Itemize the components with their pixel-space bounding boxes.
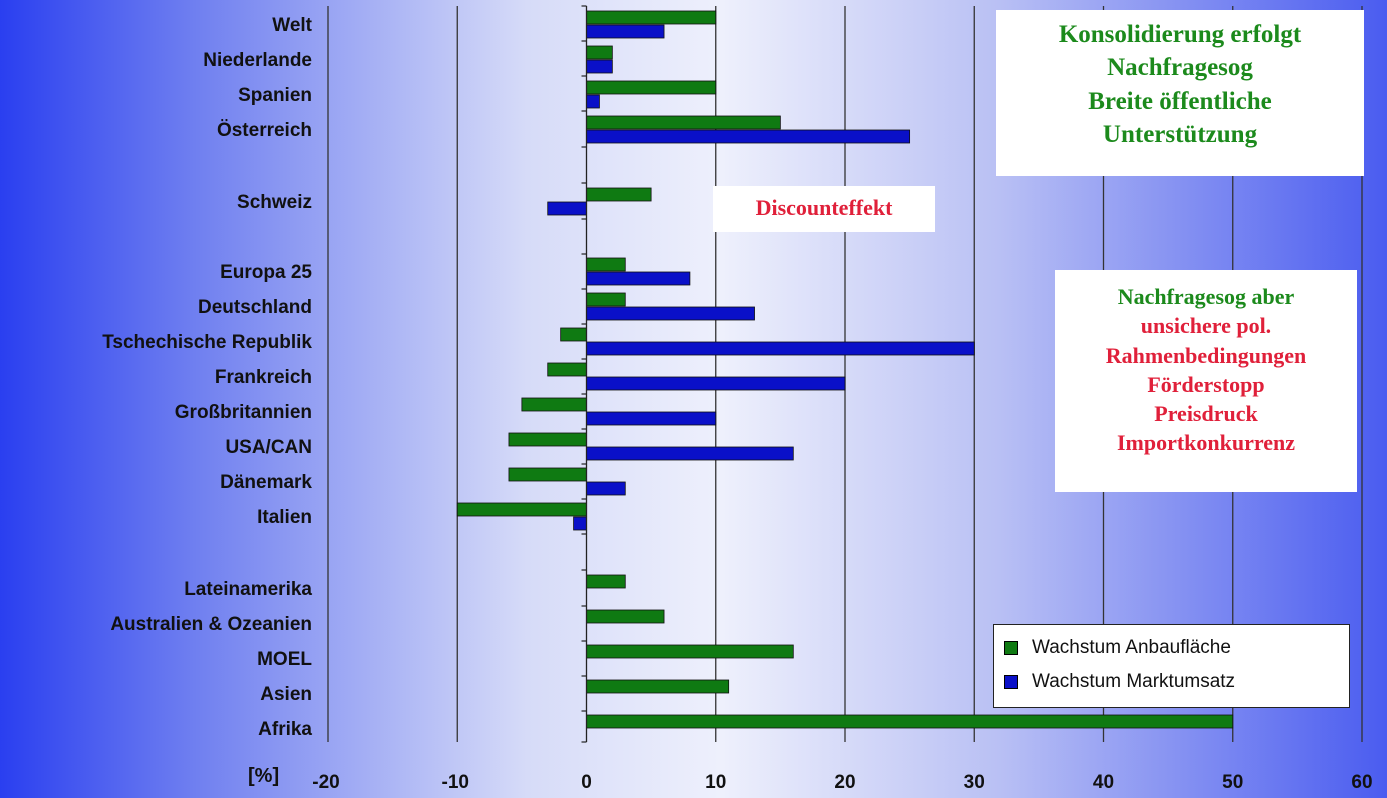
category-label: Italien: [257, 507, 312, 528]
category-label: USA/CAN: [225, 437, 312, 458]
bar-marktumsatz: [586, 376, 846, 391]
legend: Wachstum Anbaufläche Wachstum Marktumsat…: [993, 624, 1350, 708]
axis: [581, 5, 588, 743]
category-label: MOEL: [257, 649, 312, 670]
note3-line: Preisdruck: [1154, 401, 1258, 426]
category-label: Frankreich: [215, 367, 312, 388]
category-label: Asien: [260, 684, 312, 705]
bar-anbauflaeche: [586, 115, 781, 130]
tick-label: 60: [1351, 772, 1372, 793]
category-label: Lateinamerika: [184, 579, 312, 600]
annotation-discount: Discounteffekt: [713, 186, 935, 232]
annotation-demand: Nachfragesog aber unsichere pol. Rahmenb…: [1055, 270, 1357, 492]
bar-anbauflaeche: [586, 714, 1234, 729]
tick-label: 0: [581, 772, 592, 793]
unit-label: [%]: [248, 765, 279, 787]
bar-anbauflaeche: [586, 187, 652, 202]
bar-marktumsatz: [586, 306, 755, 321]
bar-anbauflaeche: [560, 327, 587, 342]
bar-anbauflaeche: [586, 292, 626, 307]
bar-anbauflaeche: [586, 10, 717, 25]
tick-label: -20: [312, 772, 339, 793]
tick-label: 30: [964, 772, 985, 793]
category-label: Europa 25: [220, 262, 312, 283]
note1-line: Konsolidierung erfolgt: [1058, 21, 1302, 48]
bar-anbauflaeche: [586, 257, 626, 272]
bar-marktumsatz: [586, 411, 717, 426]
bar-anbauflaeche: [456, 502, 587, 517]
tick-label: -10: [442, 772, 469, 793]
category-label: Niederlande: [203, 50, 312, 71]
bar-anbauflaeche: [521, 397, 587, 412]
note3-line: Förderstopp: [1147, 371, 1265, 397]
note1-line: Unterstützung: [1102, 120, 1258, 148]
bar-marktumsatz: [586, 271, 691, 286]
bar-anbauflaeche: [586, 679, 730, 694]
legend-label: Wachstum Anbaufläche: [1032, 637, 1231, 658]
note3-line: Rahmenbedingungen: [1105, 342, 1307, 368]
bar-marktumsatz: [586, 481, 626, 496]
category-label: Österreich: [217, 120, 312, 141]
legend-item-anbauflaeche: Wachstum Anbaufläche: [1004, 637, 1231, 659]
category-label: Schweiz: [237, 192, 312, 213]
category-labels: Welt Niederlande Spanien Österreich Schweiz E…: [102, 15, 312, 740]
bar-anbauflaeche: [586, 574, 626, 589]
bar-marktumsatz: [573, 516, 587, 531]
note3-line: Nachfragesog aber: [1117, 284, 1295, 309]
bar-anbauflaeche: [547, 362, 587, 377]
tick-label: 40: [1093, 772, 1114, 793]
tick-labels: -20 -10 0 10 20 30 40 50 60: [312, 772, 1372, 793]
legend-label: Wachstum Marktumsatz: [1032, 671, 1236, 692]
note3-line: unsichere pol.: [1140, 313, 1272, 339]
bar-marktumsatz: [547, 201, 587, 216]
bar-anbauflaeche: [586, 609, 665, 624]
annotation-consolidation: Konsolidierung erfolgt Nachfragesog Brei…: [996, 10, 1364, 176]
category-label: Afrika: [258, 719, 312, 740]
bar-marktumsatz: [586, 341, 975, 356]
tick-label: 10: [705, 772, 726, 793]
bar-marktumsatz: [586, 24, 665, 39]
category-label: Großbritannien: [175, 402, 312, 423]
bars: [456, 10, 1234, 729]
note2-line: Discounteffekt: [755, 195, 893, 220]
note1-line: Nachfragesog: [1107, 54, 1253, 82]
bar-anbauflaeche: [586, 80, 717, 95]
bar-marktumsatz: [586, 446, 794, 461]
category-label: Australien & Ozeanien: [110, 614, 312, 635]
bar-marktumsatz: [586, 94, 600, 109]
category-label: Dänemark: [220, 472, 312, 493]
note1-line: Breite öffentliche: [1088, 87, 1272, 115]
legend-swatch: [1004, 675, 1018, 689]
bar-marktumsatz: [586, 129, 911, 144]
bar-marktumsatz: [586, 59, 613, 74]
category-label: Tschechische Republik: [102, 332, 312, 353]
legend-item-marktumsatz: Wachstum Marktumsatz: [1004, 671, 1235, 693]
category-label: Spanien: [238, 85, 312, 106]
note3-line: Importkonkurrenz: [1116, 430, 1296, 456]
legend-swatch: [1004, 641, 1018, 655]
bar-anbauflaeche: [586, 644, 794, 659]
bar-anbauflaeche: [508, 467, 587, 482]
category-label: Welt: [272, 15, 312, 36]
bar-anbauflaeche: [586, 45, 613, 60]
bar-anbauflaeche: [508, 432, 587, 447]
tick-label: 20: [834, 772, 855, 793]
tick-label: 50: [1222, 772, 1243, 793]
category-label: Deutschland: [198, 297, 312, 318]
